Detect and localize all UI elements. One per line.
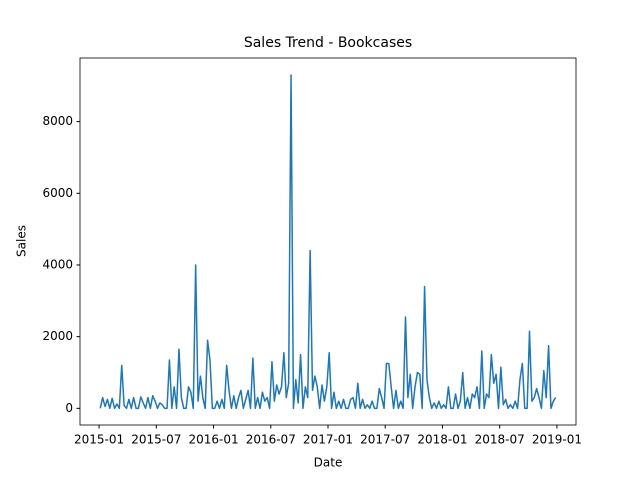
- x-tick-label: 2015-01: [74, 433, 124, 447]
- y-tick-label: 4000: [42, 257, 73, 271]
- y-axis-label: Sales: [15, 225, 29, 257]
- x-tick-label: 2018-07: [475, 433, 525, 447]
- x-tick-label: 2016-01: [188, 433, 238, 447]
- x-tick-label: 2017-07: [360, 433, 410, 447]
- y-tick-label: 2000: [42, 329, 73, 343]
- axes-frame: [79, 57, 577, 426]
- y-tick-label: 6000: [42, 186, 73, 200]
- chart-title: Sales Trend - Bookcases: [244, 35, 412, 51]
- x-tick-label: 2015-07: [131, 433, 181, 447]
- x-tick-label: 2019-01: [532, 433, 582, 447]
- x-tick-label: 2018-01: [417, 433, 467, 447]
- y-tick-label: 8000: [42, 114, 73, 128]
- x-tick-label: 2016-07: [246, 433, 296, 447]
- x-axis-label: Date: [314, 456, 343, 470]
- x-tick-label: 2017-01: [303, 433, 353, 447]
- y-tick-label: 0: [65, 401, 73, 415]
- line: [99, 74, 557, 410]
